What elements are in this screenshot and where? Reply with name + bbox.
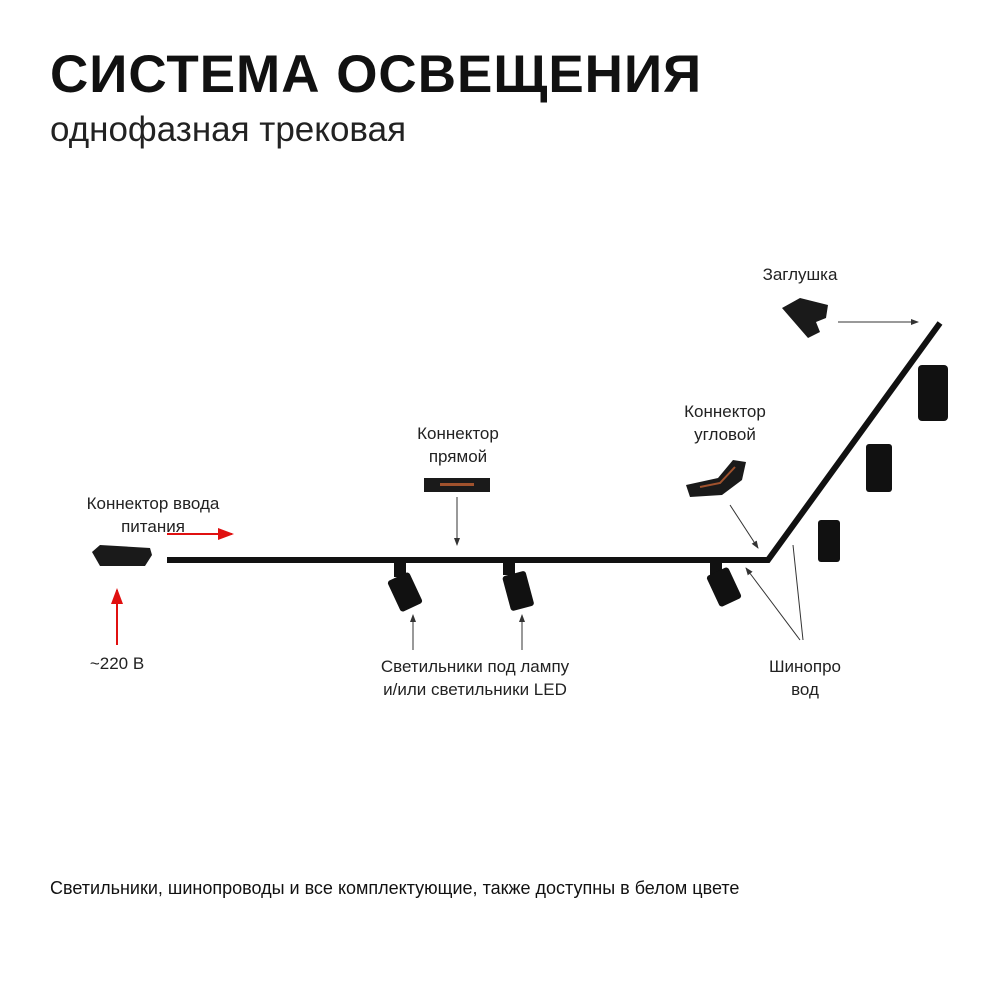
label-line: питания: [121, 517, 185, 536]
label-line: и/или светильники LED: [383, 680, 567, 699]
spot-lamp-icon: [502, 563, 534, 611]
voltage-label: ~220 В: [89, 654, 145, 673]
spot-lamp-icon: [866, 444, 892, 492]
corner-connector-label: Коннектор угловой: [655, 400, 795, 446]
label-line: вод: [791, 680, 819, 699]
end-cap-icon: [782, 298, 828, 338]
straight-connector-label: Коннектор прямой: [388, 422, 528, 468]
straight-connector-icon: [424, 478, 490, 492]
label-line: Шинопро: [768, 657, 842, 676]
spot-lamp-icon: [706, 563, 742, 607]
spot-lamp-icon: [918, 365, 948, 421]
busbar-label: Шинопро вод: [750, 655, 860, 701]
lamps-label: Светильники под лампу и/или светильники …: [345, 655, 605, 701]
end-cap-label: Заглушка: [762, 265, 838, 284]
footer-note: Светильники, шинопроводы и все комплекту…: [50, 878, 740, 898]
page-title: СИСТЕМА ОСВЕЩЕНИЯ: [50, 45, 703, 104]
label-line: Коннектор: [684, 402, 766, 421]
power-connector-icon: [92, 545, 152, 566]
page-subtitle: однофазная трековая: [50, 110, 407, 149]
label-line: Коннектор ввода: [86, 494, 220, 513]
spot-lamp-icon: [387, 563, 423, 612]
label-line: Светильники под лампу: [380, 657, 570, 676]
corner-connector-icon: [686, 460, 746, 497]
label-line: прямой: [428, 447, 488, 466]
power-connector-label: Коннектор ввода питания: [58, 492, 248, 538]
label-line: угловой: [694, 425, 756, 444]
busbar-track: [167, 321, 943, 563]
label-line: Коннектор: [417, 424, 499, 443]
spot-lamp-icon: [818, 520, 840, 562]
